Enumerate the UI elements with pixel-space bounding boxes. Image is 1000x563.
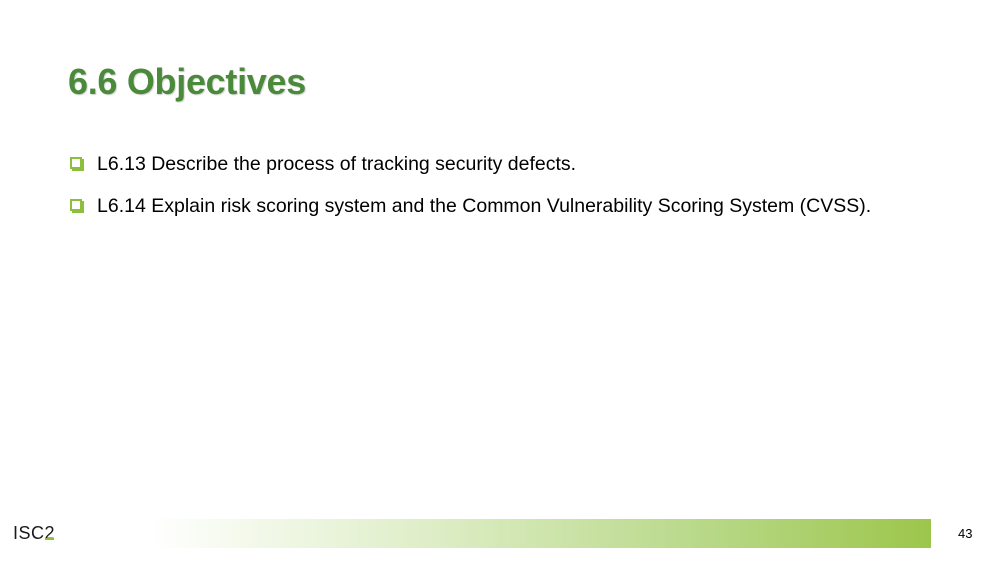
isc2-logo: ISC2 (13, 522, 55, 544)
objective-item: L6.14 Explain risk scoring system and th… (70, 192, 871, 220)
slide-title: 6.6 Objectives (68, 61, 306, 102)
footer-gradient-bar (150, 519, 931, 548)
objective-item: L6.13 Describe the process of tracking s… (70, 150, 871, 178)
objective-text: L6.14 Explain risk scoring system and th… (97, 195, 872, 217)
logo-text: ISC (13, 523, 45, 543)
objectives-list: L6.13 Describe the process of tracking s… (70, 150, 871, 234)
logo-accent-text: 2 (44, 523, 56, 543)
objective-text: L6.13 Describe the process of tracking s… (97, 153, 577, 175)
page-number: 43 (958, 526, 973, 541)
checkbox-bullet-icon (70, 199, 82, 211)
checkbox-bullet-icon (70, 157, 82, 169)
